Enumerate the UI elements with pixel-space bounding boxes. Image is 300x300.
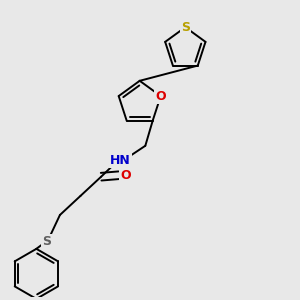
- Text: HN: HN: [110, 154, 131, 167]
- Text: O: O: [120, 169, 130, 182]
- Text: S: S: [181, 21, 190, 34]
- Text: S: S: [42, 235, 51, 248]
- Text: O: O: [155, 90, 166, 103]
